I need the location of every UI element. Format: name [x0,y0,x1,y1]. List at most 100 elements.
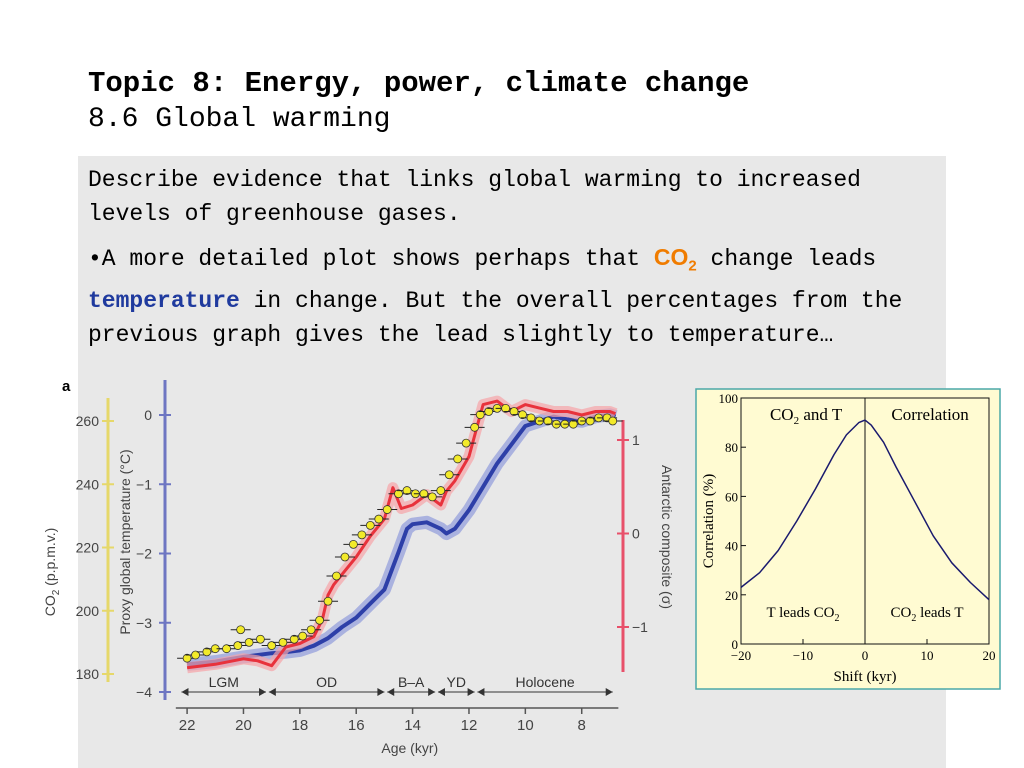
x-tick-label: 20 [235,717,252,734]
co2-tick-label: 200 [76,603,100,619]
panel-label: a [62,378,71,395]
co2-data-point [315,615,324,625]
region-label-co2-leads-main: CO [890,605,911,621]
paragraph-describe: Describe evidence that links global warm… [88,167,861,227]
y-tick-label: 40 [725,539,738,554]
co2-axis-label-sub: 2 [51,589,62,595]
x-tick-label: −10 [793,648,813,663]
region-label-t-leads-subscript: 2 [835,613,840,624]
period-arrowhead-left [477,688,485,696]
y-tick-label: 60 [725,489,738,504]
co2-tick-label: 240 [76,476,100,492]
co2-data-point [419,489,429,499]
temperature-tick-label: 0 [144,407,152,423]
y-tick-label: 20 [725,588,738,603]
co2-data-point [484,407,494,416]
co2-highlight: CO2 [653,244,697,275]
temperature-tick-label: −4 [136,684,152,700]
title-subscript: 2 [794,415,800,427]
co2-data-point [236,625,246,635]
co2-data-point [509,407,519,416]
co2-data-point [543,416,553,426]
co2-data-point [267,641,277,650]
co2-data-point [518,410,527,420]
co2-data-point [340,552,350,562]
period-arrowhead-right [259,688,267,696]
temperature-axis-label: Proxy global temperature (°C) [117,449,133,634]
correlation-title-right: Correlation [891,405,969,424]
period-arrowhead-left [268,688,276,696]
co2-data-point [374,514,384,524]
co2-text: CO [653,244,689,270]
co2-subscript: 2 [688,257,697,275]
temperature-tick-label: −2 [136,546,152,562]
y-tick-label: 80 [725,440,738,455]
co2-data-point [501,403,511,413]
x-axis-label: Age (kyr) [381,740,438,756]
bullet-prefix: •A more detailed plot shows perhaps that [88,246,654,272]
antarctic-series-line [186,412,617,667]
co2-data-point [453,454,463,464]
y-tick-label: 100 [719,391,739,406]
co2-data-point [289,634,299,644]
co2-data-point [585,416,595,426]
co2-data-point [357,530,367,540]
co2-data-point [475,410,485,420]
co2-tick-label: 220 [76,540,100,556]
co2-axis-label-rest: (p.p.m.v.) [42,528,58,590]
correlation-curve [740,419,990,601]
co2-data-point [323,596,333,606]
co2-data-point [332,571,341,581]
co2-data-point [202,647,212,657]
co2-axis-label-main: CO [42,595,58,616]
period-arrowhead-right [605,688,613,696]
period-arrowhead-left [387,688,395,696]
co2-data-point [222,644,231,654]
title-and-t: and T [799,405,843,424]
region-label-t-leads: T leads CO2 [766,605,839,624]
co2-data-point [526,413,536,423]
period-arrowhead-left [181,688,189,696]
paragraph-bullet: •A more detailed plot shows perhaps that… [88,240,938,352]
x-tick-label: 8 [578,717,586,734]
page-subtitle: 8.6 Global warming [88,104,391,135]
antarctic-tick-label: 0 [632,526,640,542]
co2-data-point [402,486,412,495]
bullet-middle: change leads [696,246,877,272]
period-label: Holocene [515,674,574,690]
region-label-co2-leads-rest: leads T [916,605,963,621]
antarctic-tick-label: 1 [632,432,640,448]
correlation-chart: 0 20 40 60 80 100 −20 −10 0 10 20 Shift (kyr) Correl… [695,388,1001,690]
co2-data-point [427,492,437,502]
x-tick-label: 18 [292,717,309,734]
x-tick-label: 16 [348,717,365,734]
co2-data-point [306,625,316,635]
x-tick-label: 12 [461,717,478,734]
period-label: LGM [209,674,239,690]
x-tick-label: 10 [517,717,534,734]
co2-data-point [298,631,308,641]
x-tick-label: 0 [862,648,869,663]
co2-data-point [394,489,403,499]
co2-data-point [365,520,375,530]
period-label: YD [447,674,466,690]
period-label: OD [316,674,337,690]
period-arrowhead-right [377,688,385,696]
co2-data-point [382,505,392,514]
temperature-tick-label: −3 [136,615,152,631]
co2-data-point [470,422,480,432]
co2-data-point [191,650,200,660]
co2-data-point [444,470,454,480]
co2-data-point [436,486,446,495]
co2-data-point [233,641,243,650]
title-co: CO [770,405,794,424]
x-tick-label: 20 [983,648,996,663]
y-tick-label: 0 [732,637,739,652]
page-title: Topic 8: Energy, power, climate change [88,67,750,100]
temperature-highlight: temperature [88,287,240,314]
co2-data-point [255,634,265,644]
co2-tick-label: 260 [76,413,100,429]
co2-data-point [244,637,254,647]
temperature-tick-label: −1 [136,476,152,492]
